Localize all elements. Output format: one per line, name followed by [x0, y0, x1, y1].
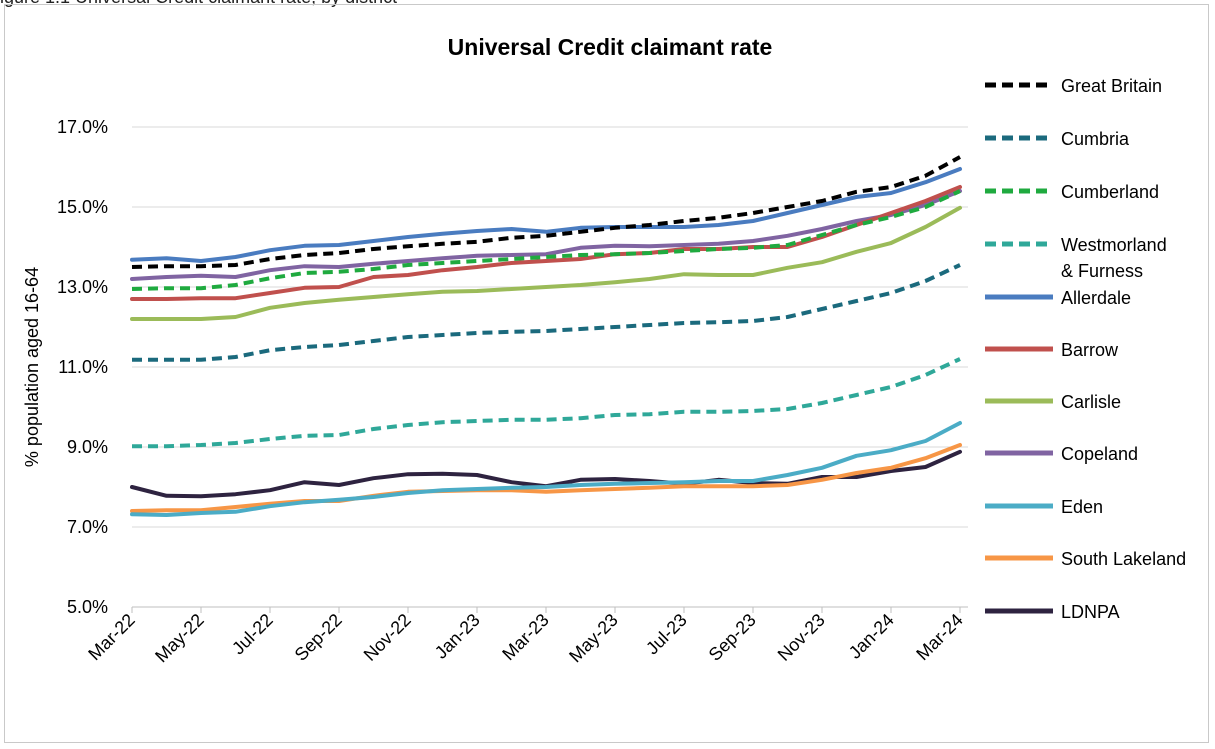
x-tick-label: Nov-23: [774, 610, 829, 665]
y-tick-label: 7.0%: [67, 517, 108, 537]
legend-label: Allerdale: [1061, 288, 1131, 308]
series-line-cumberland: [131, 189, 961, 291]
series-line-great-britain: [131, 155, 961, 269]
series-line-cumbria: [132, 263, 961, 362]
x-tick-label: Sep-23: [705, 610, 760, 665]
legend-label: Westmorland & Furness: [1061, 235, 1167, 281]
legend-label: Carlisle: [1061, 392, 1121, 412]
y-axis-label: % population aged 16-64: [22, 267, 42, 467]
x-tick-label: Jul-23: [642, 610, 691, 659]
series-line-allerdale: [130, 167, 962, 263]
series-line-copeland: [130, 189, 962, 281]
gridlines: [132, 126, 968, 528]
x-tick-label: Mar-24: [912, 610, 966, 664]
series-line-carlisle: [130, 205, 962, 321]
legend-label: LDNPA: [1061, 602, 1120, 622]
figure-caption: igure 1.1 Universal Credit claimant rate…: [0, 0, 397, 8]
x-tick-label: Mar-22: [84, 610, 138, 664]
legend: Great Britain Cumbria Cumberland Westmorlan…: [985, 76, 1186, 622]
legend-label: South Lakeland: [1061, 549, 1186, 569]
y-axis-ticks: 5.0% 7.0% 9.0% 11.0% 13.0% 15.0% 17.0%: [57, 117, 108, 617]
x-axis: Mar-22 May-22 Jul-22 Sep-22 Nov-22 Jan-23 Mar-…: [84, 606, 968, 667]
x-tick-label: Jul-22: [228, 610, 277, 659]
x-tick-label: May-23: [565, 610, 622, 667]
x-tick-label: Jan-23: [431, 610, 484, 663]
legend-label: Eden: [1061, 497, 1103, 517]
series-line-westmorland-furness: [132, 357, 961, 449]
legend-label: Great Britain: [1061, 76, 1162, 96]
x-tick-label: May-22: [151, 610, 208, 667]
chart-title: Universal Credit claimant rate: [448, 34, 773, 60]
legend-label: Barrow: [1061, 340, 1119, 360]
series-line-ldnpa: [130, 449, 962, 499]
legend-label: Cumbria: [1061, 129, 1130, 149]
y-tick-label: 13.0%: [57, 277, 108, 297]
series-lines: [130, 155, 962, 517]
series-line-eden: [130, 421, 962, 517]
legend-label: Cumberland: [1061, 182, 1159, 202]
x-tick-label: Sep-22: [291, 610, 346, 665]
y-tick-label: 11.0%: [58, 357, 108, 377]
chart-border: [4, 4, 1209, 743]
y-tick-label: 15.0%: [57, 197, 108, 217]
series-line-south-lakeland: [130, 443, 962, 513]
legend-label: Copeland: [1061, 444, 1138, 464]
x-tick-label: Mar-23: [498, 610, 552, 664]
y-tick-label: 5.0%: [67, 597, 108, 617]
x-tick-label: Jan-24: [845, 610, 898, 663]
x-tick-label: Nov-22: [360, 610, 415, 665]
y-tick-label: 17.0%: [57, 117, 108, 137]
y-tick-label: 9.0%: [67, 437, 108, 457]
